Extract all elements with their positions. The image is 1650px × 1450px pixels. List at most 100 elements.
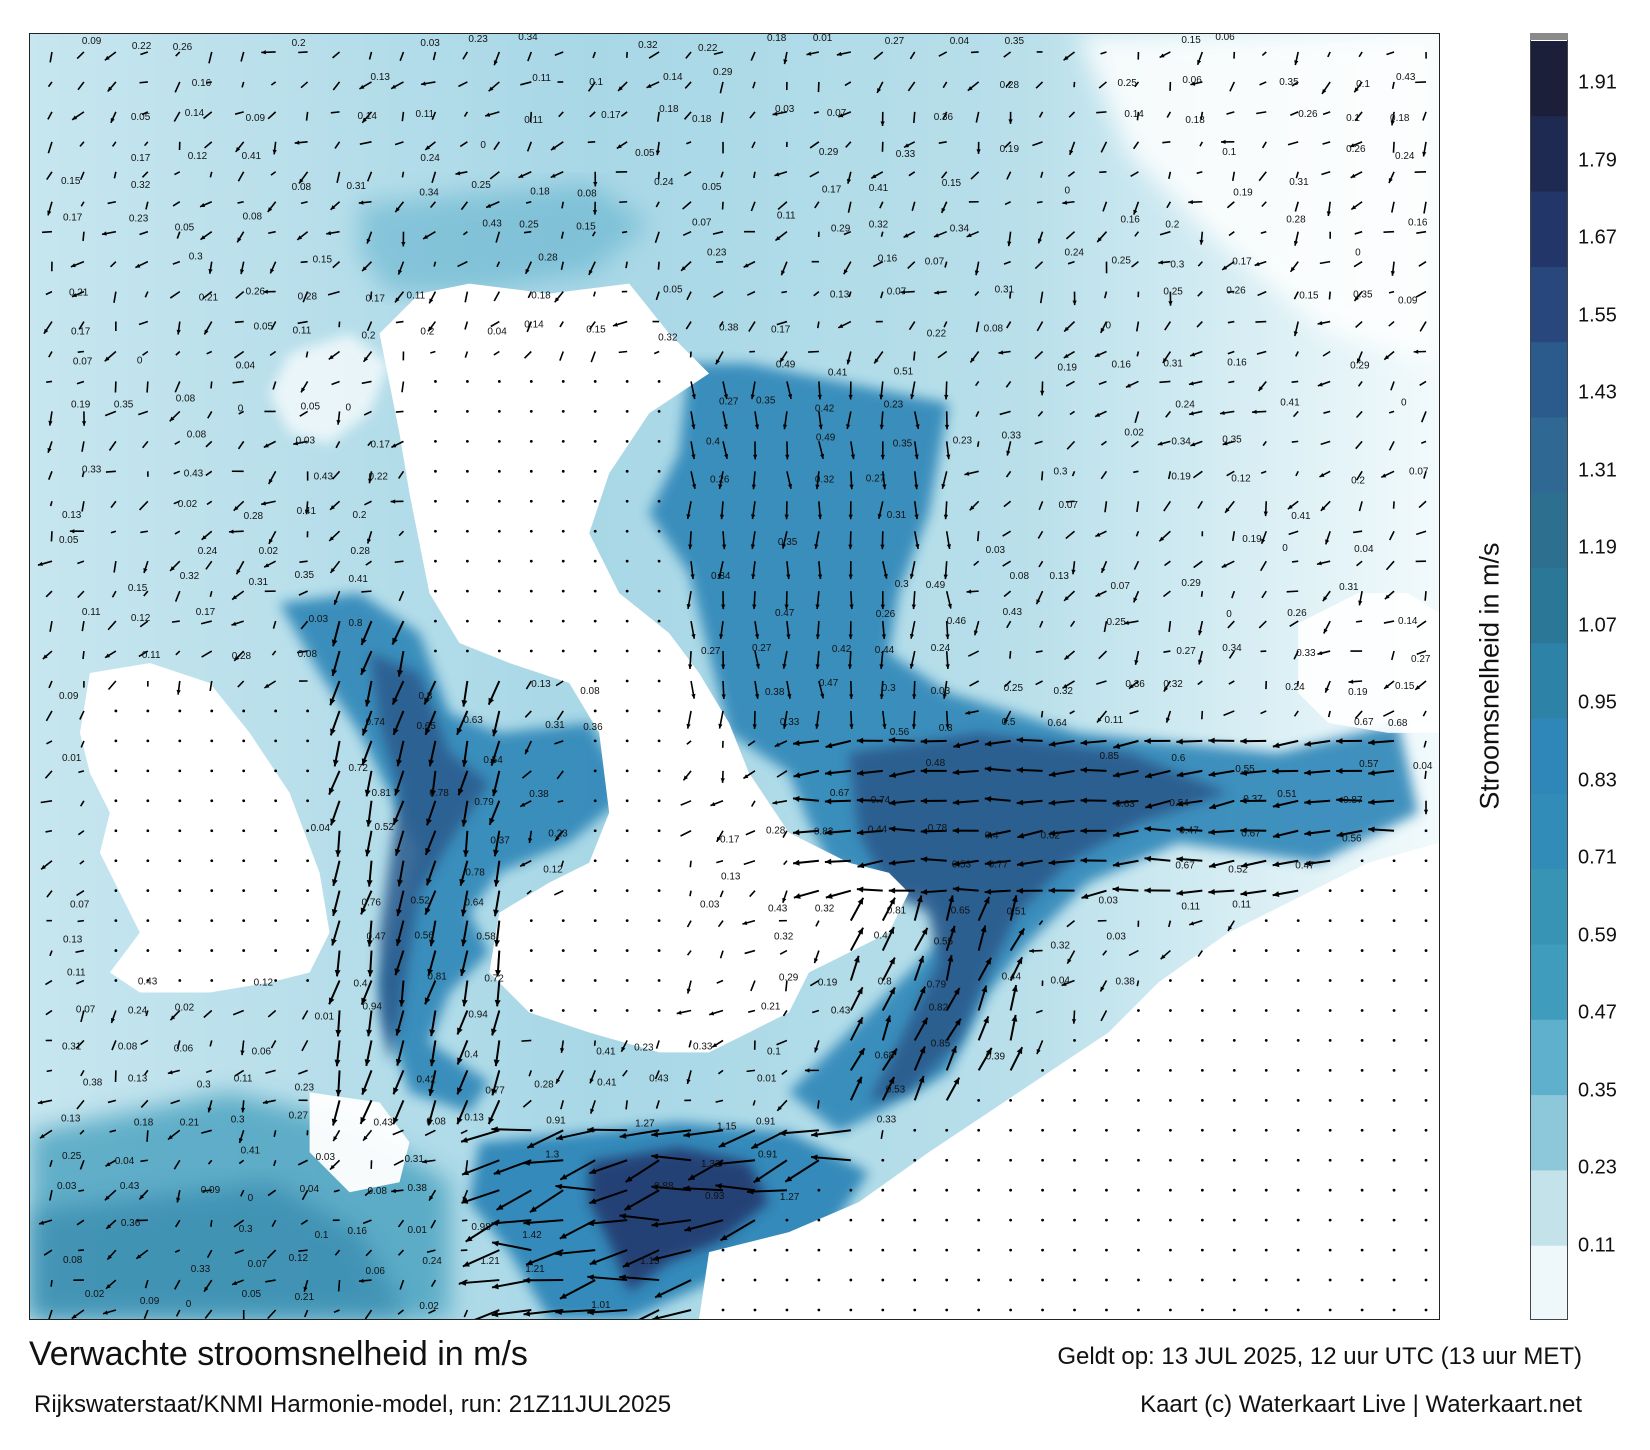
speed-value-label: 0.44 — [875, 645, 895, 656]
current-vector-arrowhead — [782, 424, 788, 430]
calm-point — [1041, 1158, 1044, 1162]
speed-value-label: 0.05 — [702, 182, 722, 193]
current-vector-arrow — [138, 410, 149, 416]
current-vector-arrowhead — [462, 1169, 470, 1176]
current-vector-arrowhead — [1062, 200, 1068, 205]
current-vector-arrowhead — [139, 1194, 145, 1200]
current-vector-arrow — [82, 231, 85, 242]
current-vector-arrow — [208, 51, 213, 64]
calm-point — [1424, 1308, 1428, 1312]
current-vector-arrowhead — [976, 149, 981, 154]
current-vector-arrowhead — [1381, 473, 1387, 478]
calm-point — [1328, 889, 1332, 893]
calm-point — [529, 439, 533, 443]
land-central-island[interactable] — [379, 283, 909, 1053]
current-vector-arrowhead — [268, 479, 273, 484]
current-vector-arrowhead — [915, 544, 920, 549]
current-vector-arrow — [618, 350, 628, 354]
speed-value-label: 0.5 — [1002, 717, 1016, 728]
calm-point — [657, 799, 661, 803]
speed-value-label: 0.81 — [887, 906, 907, 917]
current-vector-arrowhead — [331, 938, 337, 946]
current-vector-arrow — [777, 201, 788, 211]
land-east-coast[interactable] — [1298, 593, 1439, 733]
calm-point — [146, 799, 150, 803]
current-vector-arrowhead — [491, 729, 498, 737]
speed-value-label: 1.01 — [591, 1300, 611, 1311]
current-vector-arrowhead — [1263, 511, 1268, 517]
current-vector-arrowhead — [239, 269, 245, 275]
calm-point — [1137, 1248, 1140, 1252]
speed-value-label: 0.82 — [814, 827, 834, 838]
calm-point — [1073, 1128, 1076, 1132]
current-vector-arrow — [271, 1219, 277, 1227]
current-vector-arrowhead — [523, 1159, 530, 1166]
current-vector-arrowhead — [814, 1047, 819, 1053]
current-vector-arrow — [717, 1069, 724, 1075]
current-vector-arrowhead — [1016, 1047, 1023, 1055]
land-west-coast[interactable] — [79, 663, 330, 993]
calm-point — [881, 1278, 885, 1282]
current-vector-arrow — [45, 590, 53, 598]
current-vector-arrowhead — [782, 663, 787, 669]
speed-value-label: 0.64 — [1048, 718, 1068, 729]
calm-point — [1105, 1158, 1108, 1162]
current-speed-map[interactable]: 0.09 0.22 0.26 0.2 0.03 0.23 0.34 0.32 0.22 0.18 0… — [29, 33, 1440, 1320]
speed-value-label: 0.31 — [1289, 177, 1309, 188]
speed-value-label: 0.76 — [362, 898, 382, 909]
current-vector-arrowhead — [783, 59, 788, 65]
speed-value-label: 0.43 — [314, 471, 334, 482]
current-vector-arrow — [299, 560, 308, 563]
current-vector-arrow — [171, 620, 180, 623]
current-vector-arrow — [682, 230, 692, 237]
current-vector-arrowhead — [848, 634, 853, 640]
current-vector-arrow — [332, 51, 341, 59]
current-vector-arrowhead — [334, 969, 341, 977]
calm-point — [465, 559, 469, 563]
speed-value-label: 0.19 — [1171, 471, 1191, 482]
calm-point — [1200, 1308, 1204, 1312]
current-vector-arrowhead — [888, 927, 894, 935]
current-vector-arrowhead — [618, 86, 623, 91]
current-vector-arrowhead — [366, 939, 373, 947]
current-vector-arrowhead — [363, 356, 369, 362]
calm-point — [593, 380, 597, 383]
speed-value-label: 0.23 — [884, 399, 904, 410]
current-vector-arrowhead — [686, 1079, 691, 1084]
speed-value-label: 0.11 — [524, 115, 543, 126]
current-vector-arrow — [1134, 411, 1140, 423]
calm-point — [497, 469, 501, 473]
calm-point — [657, 919, 661, 923]
current-vector-arrow — [464, 351, 469, 358]
land-south-peninsula[interactable] — [699, 842, 1439, 1319]
current-vector-arrow — [202, 1189, 212, 1192]
land-north-headland[interactable] — [269, 333, 390, 444]
current-vector-arrow — [967, 650, 980, 657]
current-vector-arrowhead — [846, 178, 852, 184]
current-vector-arrowhead — [48, 420, 53, 426]
current-vector-arrow — [686, 291, 692, 301]
current-vector-arrowhead — [888, 799, 896, 806]
current-vector-arrowhead — [1358, 600, 1363, 606]
current-vector-arrowhead — [1124, 620, 1129, 625]
speed-value-label: 0.62 — [1041, 831, 1061, 842]
current-vector-arrow — [1354, 710, 1363, 720]
speed-value-label: 0 — [1065, 186, 1071, 197]
calm-point — [434, 649, 437, 653]
current-vector-arrowhead — [550, 145, 556, 151]
speed-value-label: 0.18 — [134, 1117, 154, 1128]
calm-point — [849, 1248, 853, 1252]
current-vector-arrow — [76, 51, 85, 60]
speed-value-label: 0.34 — [1222, 643, 1242, 654]
current-vector-arrowhead — [718, 1141, 726, 1148]
current-vector-arrowhead — [456, 727, 463, 735]
speed-value-label: 0.36 — [583, 722, 603, 733]
current-vector-arrow — [265, 1279, 276, 1283]
current-vector-arrowhead — [1272, 768, 1279, 775]
speed-value-label: 0.04 — [311, 823, 331, 834]
calm-point — [178, 919, 182, 923]
current-vector-arrow — [458, 81, 468, 88]
current-vector-arrowhead — [101, 231, 107, 236]
calm-point — [434, 589, 437, 593]
current-vector-arrowhead — [368, 478, 373, 484]
